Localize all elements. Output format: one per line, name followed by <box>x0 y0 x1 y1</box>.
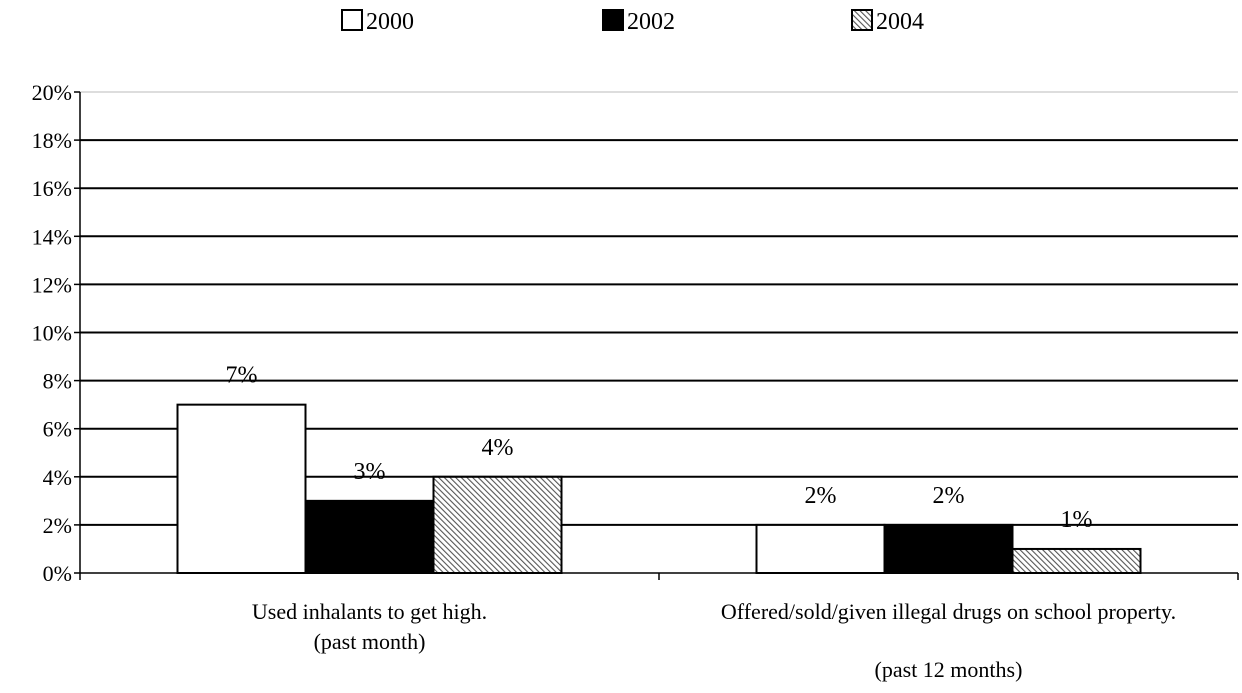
y-tick-label: 12% <box>32 272 72 297</box>
legend-label: 2002 <box>627 9 675 35</box>
y-tick-label: 6% <box>43 417 72 442</box>
legend: 2000 2002 2004 <box>341 9 924 35</box>
bar-2004 <box>1011 547 1142 575</box>
labels: 0% 2% 4% 6% 8% 10% 12% 14% 16% 18% 20% 7% 3% 4% Used i… <box>32 80 1176 682</box>
y-tick-label: 10% <box>32 321 72 346</box>
data-label: 3% <box>354 459 386 485</box>
category-label: Used inhalants to get high. <box>252 599 487 624</box>
data-label: 4% <box>482 435 514 461</box>
bar-2002 <box>883 523 1014 575</box>
legend-swatch-2000 <box>341 9 363 31</box>
y-tick-label: 18% <box>32 128 72 153</box>
bars <box>176 403 1142 575</box>
data-label: 7% <box>226 363 258 389</box>
bar-2000 <box>755 523 886 575</box>
legend-label: 2004 <box>876 9 924 35</box>
bar-2002 <box>304 499 435 575</box>
data-label: 2% <box>933 483 965 509</box>
legend-label: 2000 <box>366 9 414 35</box>
y-tick-label: 4% <box>43 465 72 490</box>
legend-swatch-2002 <box>602 9 624 31</box>
legend-swatch-2004 <box>851 9 873 31</box>
axes <box>74 91 1239 580</box>
bar-2000 <box>176 403 307 574</box>
y-tick-label: 0% <box>43 561 72 586</box>
category-label: (past 12 months) <box>875 657 1023 682</box>
y-tick-label: 8% <box>43 369 72 394</box>
data-label: 1% <box>1061 507 1093 533</box>
y-tick-label: 16% <box>32 176 72 201</box>
category-label: (past month) <box>314 629 426 654</box>
category-label: Offered/sold/given illegal drugs on scho… <box>721 599 1176 624</box>
y-tick-label: 14% <box>32 224 72 249</box>
y-tick-label: 2% <box>43 513 72 538</box>
bar-2004 <box>432 475 563 574</box>
data-label: 2% <box>805 483 837 509</box>
y-tick-label: 20% <box>32 80 72 105</box>
